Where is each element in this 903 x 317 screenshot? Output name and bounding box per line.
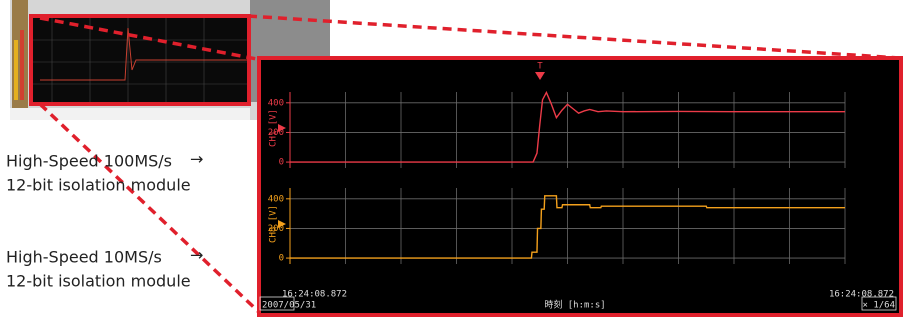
module-detail: 12-bit isolation module xyxy=(6,176,191,195)
y-tick-label: 400 xyxy=(268,98,284,108)
y-tick-label: 0 xyxy=(279,158,284,168)
thumbnail-strip xyxy=(14,40,18,100)
y-tick-label: 400 xyxy=(268,194,284,204)
start-time: 16:24:08.872 xyxy=(282,290,347,300)
y-axis-label: CH1 [V] xyxy=(269,109,279,147)
arrow: → xyxy=(190,150,203,169)
date: 2007/05/31 xyxy=(262,301,316,311)
trigger: T xyxy=(537,62,543,72)
y-axis-label: CH8 [V] xyxy=(269,205,279,243)
end-time: 16:24:08.872 xyxy=(829,290,894,300)
zoom: × 1/64 xyxy=(862,301,895,311)
page: High-Speed 100MS/s → 12-bit isolation mo… xyxy=(0,0,903,317)
module-detail: 12-bit isolation module xyxy=(6,272,191,291)
y-tick-label: 0 xyxy=(279,254,284,264)
x-axis-label: 時刻 [h:m:s] xyxy=(544,299,605,311)
module-name: High-Speed 100MS/s xyxy=(6,152,172,171)
module-labels: High-Speed 100MS/s → 12-bit isolation mo… xyxy=(6,150,203,291)
display xyxy=(259,58,901,315)
arrow: → xyxy=(190,246,203,265)
module-name: High-Speed 10MS/s xyxy=(6,248,162,267)
thumbnail-strip xyxy=(20,30,24,100)
